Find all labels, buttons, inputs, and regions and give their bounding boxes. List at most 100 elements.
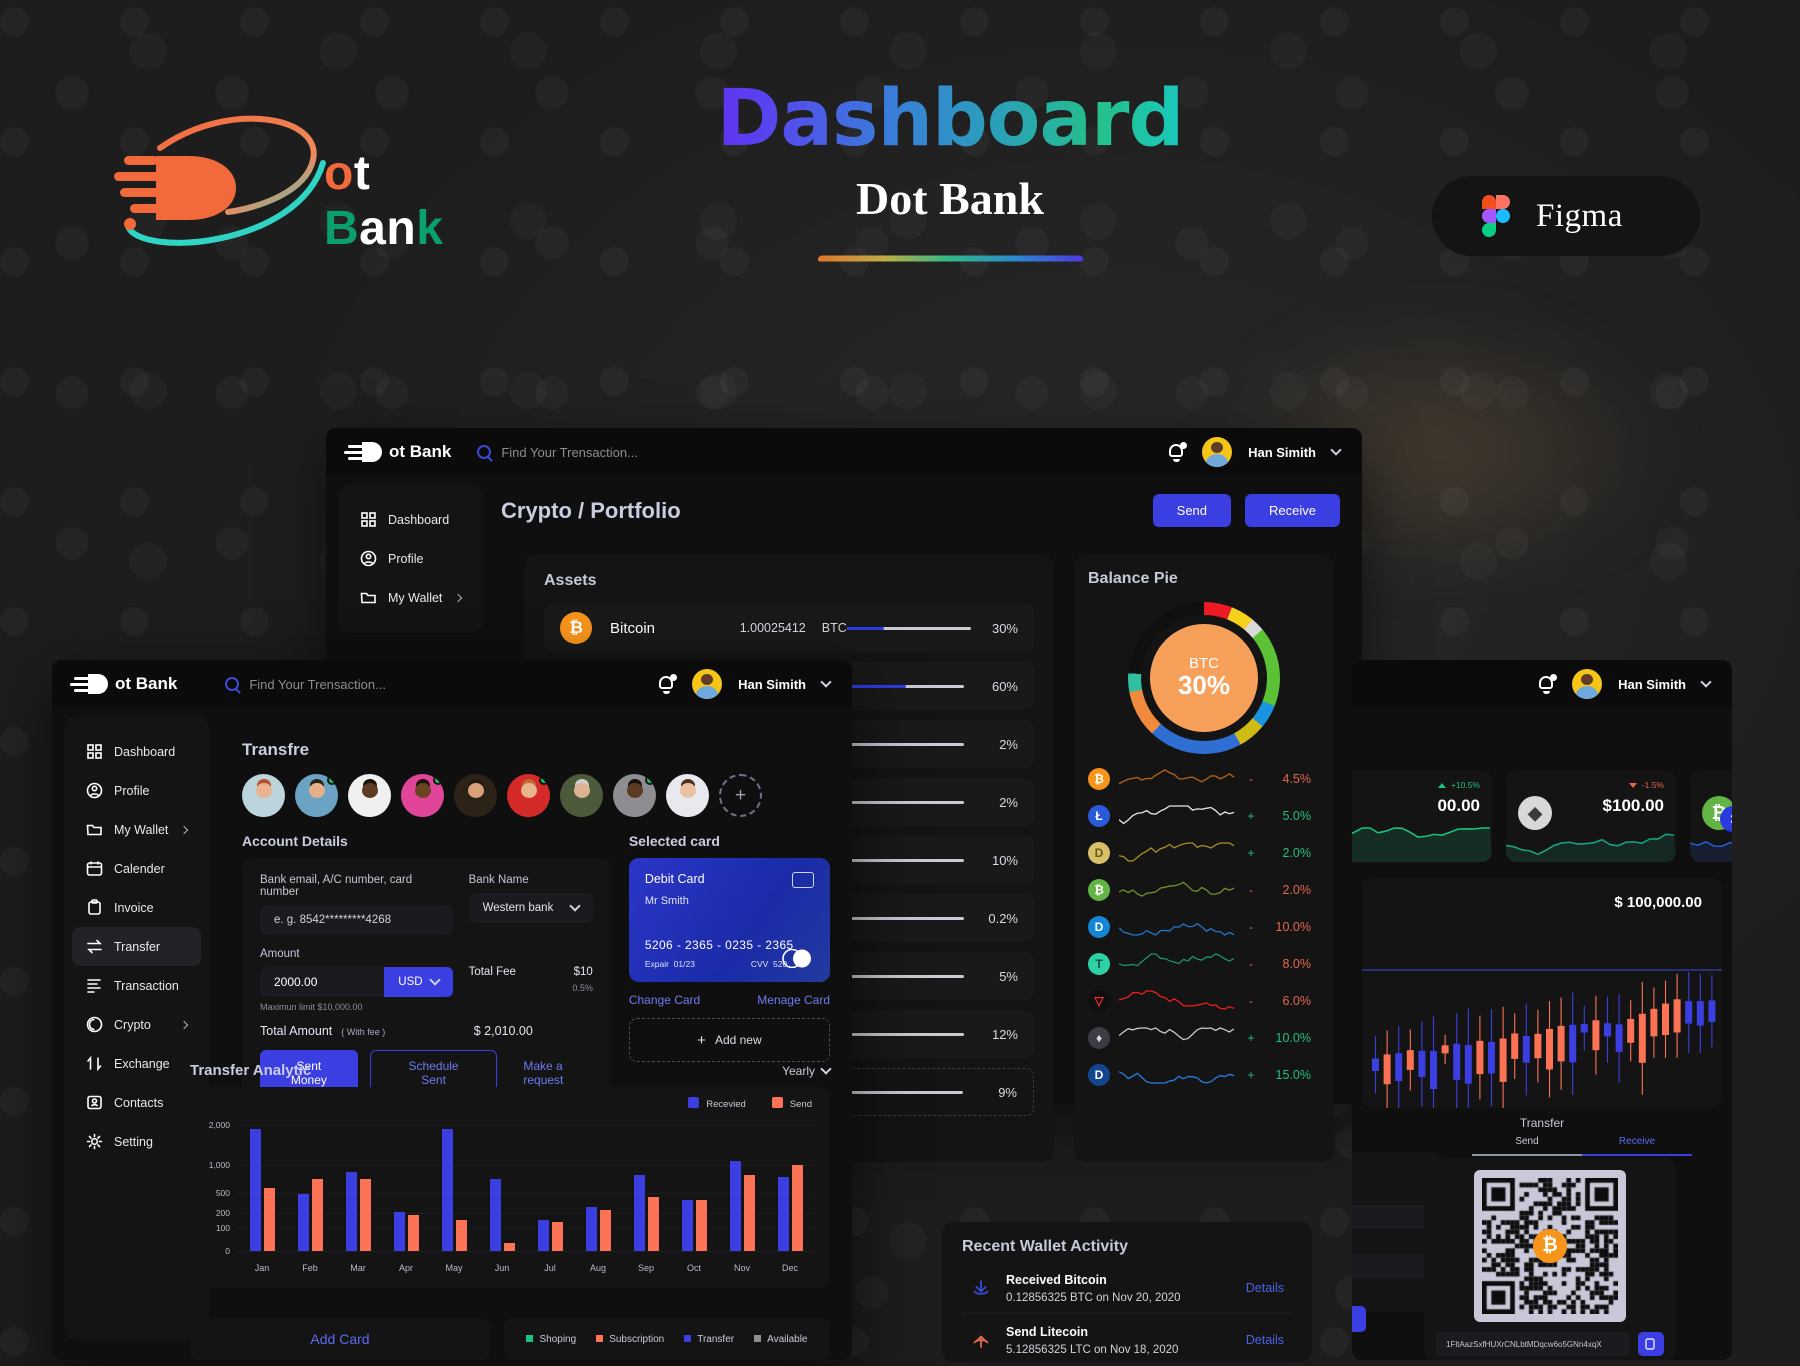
sidebar-item-setting[interactable]: Setting	[72, 1122, 201, 1161]
price-card[interactable]: +10.5% 00.00	[1352, 770, 1492, 862]
sidebar-item-crypto[interactable]: Crypto	[72, 1005, 201, 1044]
change-percent: 15.0%	[1275, 1067, 1311, 1082]
bar-send	[743, 1174, 755, 1251]
sidebar-item-label: Profile	[388, 551, 424, 566]
details-link[interactable]: Details	[1245, 1280, 1284, 1295]
change-card-link[interactable]: Change Card	[628, 993, 701, 1007]
list-item[interactable]: D + 15.0%	[1088, 1056, 1320, 1093]
figma-badge[interactable]: Figma	[1432, 176, 1700, 256]
bitcoin-icon: ₿	[560, 612, 592, 644]
add-new-card-button[interactable]: + Add new	[628, 1018, 830, 1062]
quick-send-input[interactable]: 1.152	[1352, 1254, 1430, 1278]
asset-amount: 1.00025412	[739, 621, 806, 635]
topbar-brand[interactable]: ot Bank	[344, 442, 451, 462]
bar-received	[441, 1129, 453, 1251]
avatar[interactable]	[348, 774, 391, 817]
list-item[interactable]: ♦ + 10.0%	[1088, 1019, 1320, 1056]
receive-button[interactable]: Receive	[1245, 494, 1340, 527]
legend-item: Send	[771, 1097, 812, 1110]
sidebar-item-contacts[interactable]: Contacts	[72, 1083, 201, 1122]
quick-submit-button[interactable]	[1352, 1306, 1366, 1332]
coin-icon: D	[1088, 915, 1110, 938]
sparkline	[1119, 989, 1235, 1010]
coin-icon: ₿	[1088, 878, 1110, 901]
sidebar-item-profile[interactable]: Profile	[72, 771, 201, 810]
avatar[interactable]	[1572, 669, 1603, 699]
chevron-down-icon[interactable]	[1700, 676, 1712, 688]
sidebar-item-calender[interactable]: Calender	[72, 849, 201, 888]
send-button[interactable]: Send	[1152, 494, 1232, 527]
avatar[interactable]	[295, 774, 338, 817]
sidebar-item-dashboard[interactable]: Dashboard	[72, 732, 201, 771]
change-percent: 2.0%	[1282, 882, 1312, 897]
list-item[interactable]: T - 8.0%	[1088, 945, 1320, 982]
amount-input[interactable]: 2000.00	[260, 967, 385, 997]
sidebar-item-exchange[interactable]: Exchange	[72, 1044, 201, 1083]
change-percent: 8.0%	[1282, 956, 1312, 971]
bar-received	[249, 1129, 261, 1251]
sparkline	[1119, 922, 1235, 936]
avatar[interactable]	[507, 774, 550, 817]
tab-send[interactable]: Send	[1472, 1136, 1582, 1156]
list-item[interactable]: ▽ - 6.0%	[1088, 982, 1320, 1019]
manage-card-link[interactable]: Menage Card	[757, 993, 830, 1007]
bell-icon[interactable]	[1538, 674, 1558, 694]
list-item[interactable]: Received Bitcoin 0.12856325 BTC on Nov 2…	[962, 1262, 1292, 1314]
list-item[interactable]: D - 10.0%	[1088, 908, 1320, 945]
analytic-title: Transfer Analytic	[190, 1062, 312, 1079]
price-value: 00.00	[1437, 796, 1480, 815]
avatar[interactable]	[242, 774, 285, 817]
chevron-down-icon[interactable]	[1330, 444, 1342, 456]
bar-group	[574, 1125, 622, 1251]
analytic-range-select[interactable]: Yearly	[782, 1062, 832, 1078]
sidebar-item-my-wallet[interactable]: My Wallet	[346, 578, 475, 617]
copy-icon[interactable]	[1638, 1332, 1664, 1356]
sidebar-item-transaction[interactable]: Transaction	[72, 966, 201, 1005]
sidebar-item-profile[interactable]: Profile	[346, 539, 475, 578]
bar-received	[633, 1174, 645, 1251]
coin-icon: D	[1088, 1063, 1110, 1086]
list-item[interactable]: ₿ - 4.5%	[1088, 760, 1320, 797]
avatar[interactable]	[613, 774, 656, 817]
sidebar-item-transfer[interactable]: Transfer	[72, 927, 201, 966]
x-axis-tick: Nov	[733, 1263, 750, 1273]
search-input[interactable]: Find Your Trensaction...	[225, 677, 386, 692]
search-input[interactable]: Find Your Trensaction...	[477, 445, 638, 460]
list-item[interactable]: ₿ - 2.0%	[1088, 871, 1320, 908]
details-link[interactable]: Details	[1245, 1332, 1284, 1347]
list-item[interactable]: Ł + 5.0%	[1088, 797, 1320, 834]
quick-account-input[interactable]: Acco	[1352, 1205, 1430, 1229]
avatar[interactable]	[1202, 437, 1233, 467]
tab-receive[interactable]: Receive	[1582, 1136, 1692, 1156]
avatar[interactable]	[454, 774, 497, 817]
add-contact-button[interactable]: +	[719, 774, 762, 817]
avatar[interactable]	[666, 774, 709, 817]
chevron-right-icon	[179, 825, 189, 834]
bank-name-select[interactable]: Western bank	[468, 893, 593, 923]
price-card[interactable]: ◆ -1.5% $100.00	[1506, 770, 1676, 862]
asset-name: Bitcoin	[610, 619, 656, 637]
list-item[interactable]: D + 2.0%	[1088, 834, 1320, 871]
avatar[interactable]	[692, 669, 723, 699]
bar-group	[526, 1125, 574, 1251]
sidebar-item-invoice[interactable]: Invoice	[72, 888, 201, 927]
debit-card[interactable]: Debit Card Mr Smith 5206 - 2365 - 0235 -…	[628, 858, 830, 982]
sidebar-item-dashboard[interactable]: Dashboard	[346, 500, 475, 539]
add-card-button[interactable]: Add Card	[190, 1318, 490, 1360]
chevron-down-icon[interactable]	[820, 676, 832, 688]
avatar[interactable]	[401, 774, 444, 817]
figma-icon	[1482, 195, 1510, 237]
bar-received	[393, 1211, 405, 1251]
wallet-address[interactable]: 1FltAazSxfHUXrCNLbtMDqcw6o5GNn4xqX	[1436, 1332, 1630, 1356]
make-a-request-link[interactable]: Make a request	[523, 1059, 564, 1087]
sidebar-item-my-wallet[interactable]: My Wallet	[72, 810, 201, 849]
avatar[interactable]	[560, 774, 603, 817]
currency-select[interactable]: USD	[384, 967, 453, 997]
next-arrow-icon[interactable]	[1720, 806, 1732, 832]
bank-account-input[interactable]: e. g. 8542*********4268	[260, 905, 453, 935]
bell-icon[interactable]	[1168, 442, 1188, 462]
list-item[interactable]: Send Litecoin 5.12856325 LTC on Nov 18, …	[962, 1314, 1292, 1366]
topbar-brand[interactable]: ot Bank	[70, 674, 177, 694]
bell-icon[interactable]	[658, 674, 678, 694]
table-row[interactable]: ₿ Bitcoin 1.00025412 BTC 30%	[544, 604, 1034, 652]
